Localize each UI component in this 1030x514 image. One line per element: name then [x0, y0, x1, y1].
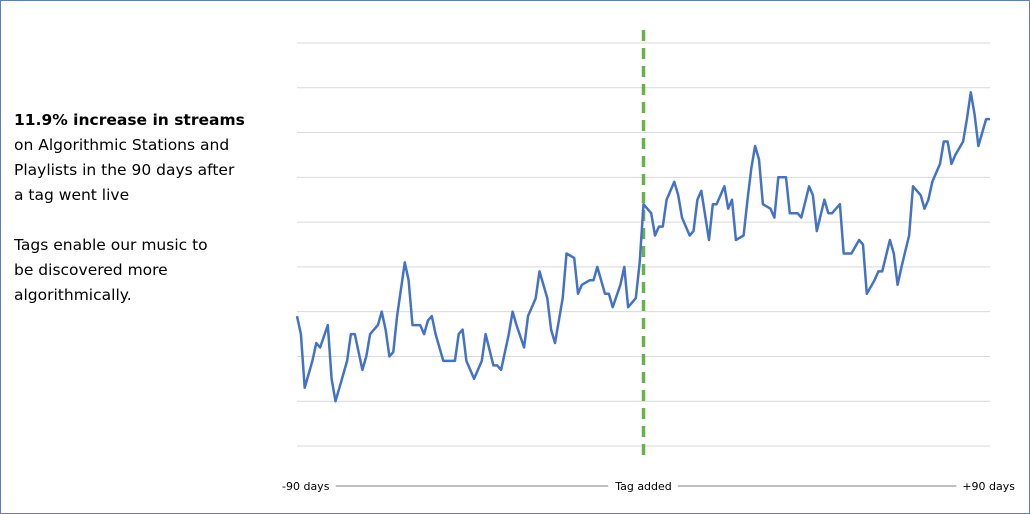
note-line: Playlists in the 90 days after [14, 161, 235, 179]
note-line: algorithmically. [14, 286, 132, 304]
note-line: Tags enable our music to [14, 236, 208, 254]
notes: 11.9% increase in streams on Algorithmic… [14, 108, 264, 308]
note-line: on Algorithmic Stations and [14, 136, 230, 154]
stream-line [295, 91, 990, 403]
headline: 11.9% increase in streams [14, 111, 245, 129]
x-tick-label: Tag added [614, 480, 672, 493]
note-line: a tag went live [14, 186, 130, 204]
x-tick-label: -90 days [282, 480, 330, 493]
note-line: be discovered more [14, 261, 168, 279]
x-tick-label: +90 days [962, 480, 1015, 493]
